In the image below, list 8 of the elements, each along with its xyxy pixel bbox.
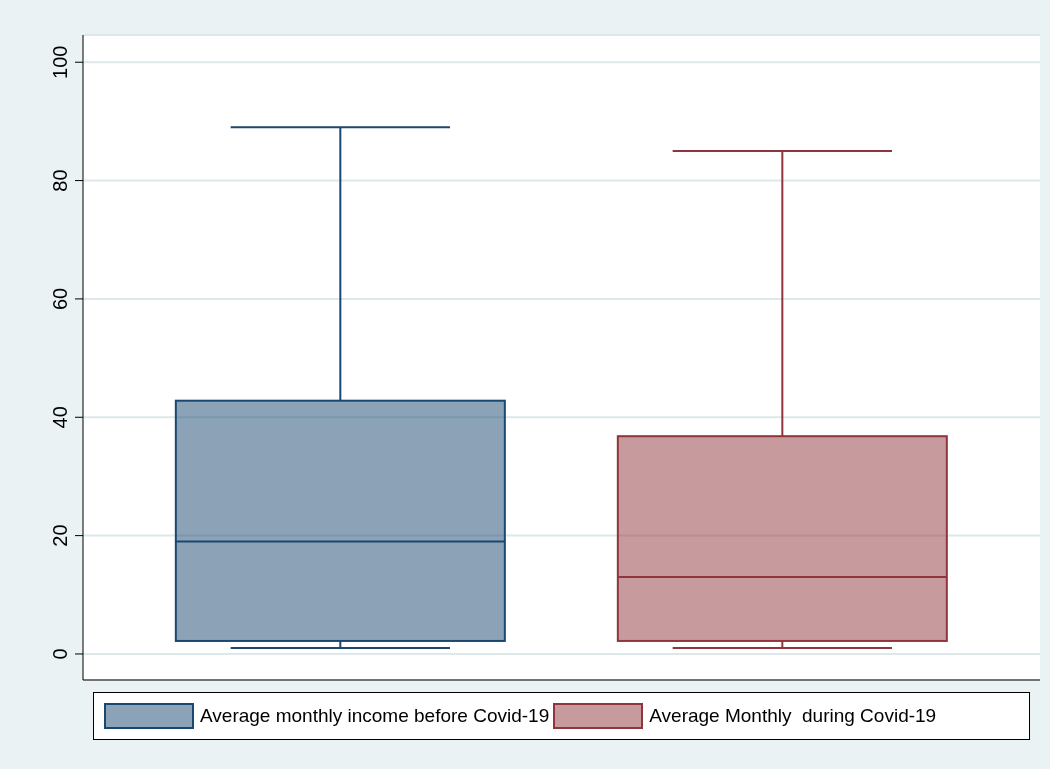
y-tick-label: 60 — [49, 287, 71, 311]
y-tick-label: 0 — [49, 648, 71, 660]
legend-label: Average Monthly during Covid-19 — [649, 705, 937, 727]
legend-label: Average monthly income before Covid-19 — [200, 705, 550, 727]
y-tick-label: 80 — [49, 169, 71, 192]
y-tick-label: 100 — [49, 45, 71, 79]
y-tick-label: 40 — [49, 406, 71, 429]
y-tick-label: 20 — [49, 524, 71, 547]
